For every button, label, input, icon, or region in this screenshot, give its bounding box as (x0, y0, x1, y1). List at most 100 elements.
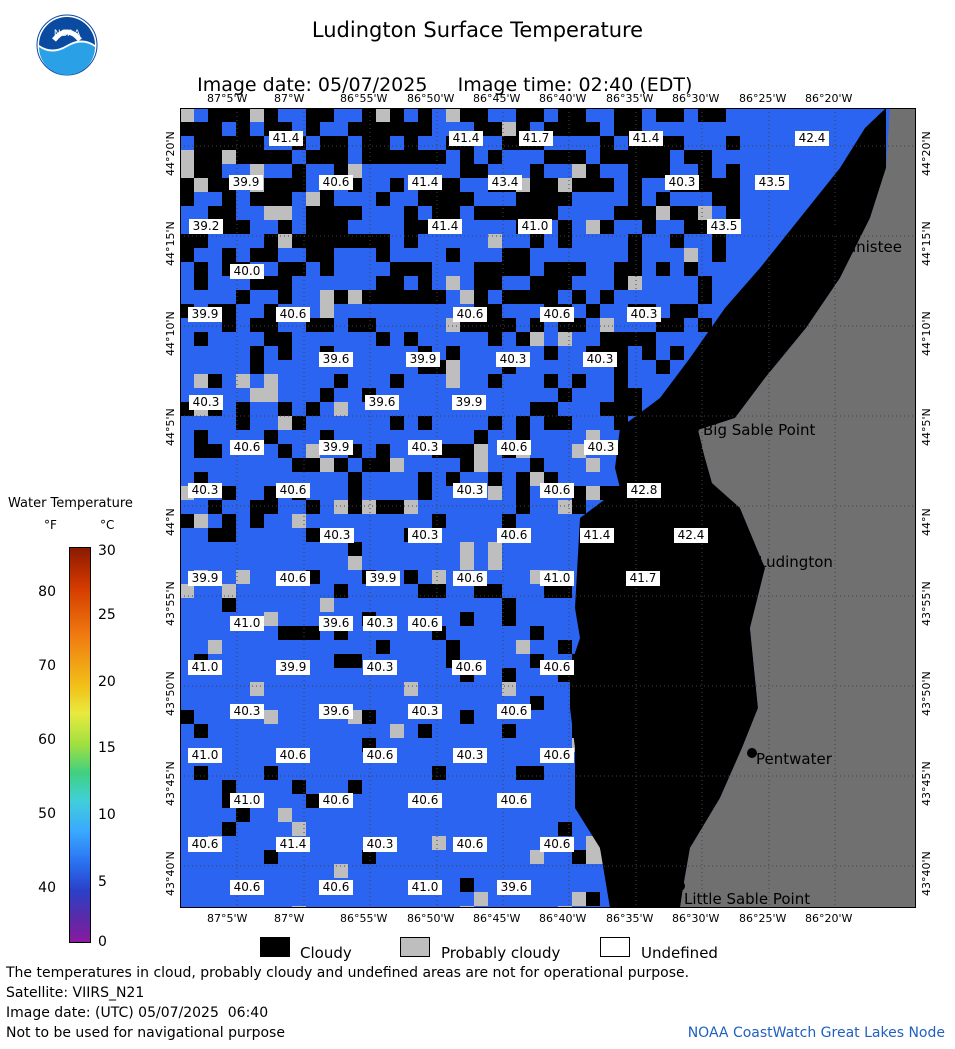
cloud-cell (264, 150, 278, 164)
probably-cloud-cell (530, 850, 544, 864)
cloud-cell (656, 360, 670, 374)
cloud-cell (306, 220, 320, 234)
cloud-cell (530, 766, 544, 780)
cloud-cell (628, 150, 642, 164)
longitude-label-bottom: 86°55'W (340, 912, 388, 925)
disclaimer-text: The temperatures in cloud, probably clou… (6, 965, 690, 981)
cloud-cell (502, 206, 516, 220)
probably-cloud-cell (572, 164, 586, 178)
probably-cloud-cell (600, 318, 614, 332)
temperature-value: 40.6 (280, 571, 307, 585)
cloud-cell (614, 388, 628, 402)
temperature-label: 39.9 (276, 660, 310, 675)
cloud-cell (558, 584, 572, 598)
cloud-cell (264, 318, 278, 332)
cloud-cell (306, 402, 320, 416)
cloud-cell (250, 514, 264, 528)
cloud-cell (684, 220, 698, 234)
cloud-cell (334, 150, 348, 164)
cloud-cell (362, 136, 376, 150)
cloud-cell (376, 640, 390, 654)
cloud-cell (530, 206, 544, 220)
cloud-cell (488, 318, 502, 332)
cloud-cell (726, 164, 740, 178)
cloud-cell (614, 332, 628, 346)
probably-cloud-cell (390, 458, 404, 472)
place-marker-dot (675, 881, 685, 891)
cloud-cell (376, 150, 390, 164)
cloud-cell (278, 290, 292, 304)
probably-cloud-cell (446, 360, 460, 374)
cloud-cell (572, 262, 586, 276)
cloud-cell (530, 108, 544, 122)
probably-cloud-cell (404, 682, 418, 696)
probably-cloud-cell (586, 850, 600, 864)
temperature-value: 40.3 (457, 483, 484, 497)
key-cloudy-label: Cloudy (300, 944, 352, 962)
temperature-label: 40.6 (319, 175, 353, 190)
cloud-cell (292, 780, 306, 794)
cloud-cell (348, 234, 362, 248)
cloud-cell (712, 234, 726, 248)
probably-cloud-cell (264, 374, 278, 388)
probably-cloud-cell (488, 556, 502, 570)
temperature-label: 40.3 (453, 483, 487, 498)
cloud-cell (264, 304, 278, 318)
temperature-label: 40.6 (408, 616, 442, 631)
cloud-cell (292, 234, 306, 248)
cloud-cell (446, 248, 460, 262)
fahrenheit-tick-label: 40 (38, 880, 56, 896)
longitude-label-top: 86°25'W (739, 92, 787, 105)
surface-temperature-map: 41.4 41.4 41.7 41.4 42.4 39.9 40.6 41.4 43.4 40.3… (180, 108, 916, 908)
cloud-cell (376, 192, 390, 206)
temperature-value: 42.8 (631, 483, 658, 497)
temperature-value: 39.6 (323, 352, 350, 366)
probably-cloud-cell (250, 164, 264, 178)
temperature-label: 39.6 (319, 352, 353, 367)
cloud-cell (418, 122, 432, 136)
temperature-labels: 41.4 41.4 41.7 41.4 42.4 39.9 40.6 41.4 43.4 40.3… (188, 131, 829, 895)
temperature-label: 40.3 (363, 660, 397, 675)
cloud-cell (726, 192, 740, 206)
cloud-cell (558, 388, 572, 402)
cloud-cell (726, 178, 740, 192)
probably-cloud-cell (194, 374, 208, 388)
cloud-cell (264, 234, 278, 248)
cloud-cell (530, 402, 544, 416)
celsius-tick-label: 10 (98, 807, 116, 823)
probably-cloud-cell (250, 108, 264, 122)
temperature-label: 39.9 (452, 395, 486, 410)
temperature-value: 40.6 (501, 528, 528, 542)
cloud-cell (488, 150, 502, 164)
temperature-value: 40.3 (367, 837, 394, 851)
probably-cloud-cell (250, 682, 264, 696)
cloud-cell (334, 220, 348, 234)
latitude-label-left: 43°40'N (164, 851, 177, 896)
cloud-cell (432, 584, 446, 598)
cloud-cell (334, 458, 348, 472)
cloud-cell (306, 248, 320, 262)
probably-cloud-cell (586, 486, 600, 500)
cloud-cell (376, 276, 390, 290)
temperature-value: 40.6 (544, 748, 571, 762)
cloud-cell (684, 150, 698, 164)
temperature-label: 39.9 (319, 440, 353, 455)
cloud-cell (278, 332, 292, 346)
temperature-label: 41.4 (449, 131, 483, 146)
probably-cloud-cell (362, 500, 376, 514)
cloud-cell (558, 122, 572, 136)
temperature-value: 40.6 (412, 793, 439, 807)
map-title: Ludington Surface Temperature (311, 18, 644, 42)
temperature-value: 40.6 (501, 704, 528, 718)
cloud-cell (180, 710, 194, 724)
cloud-cell (656, 262, 670, 276)
probably-cloud-cell (432, 836, 446, 850)
temperature-value: 40.6 (457, 307, 484, 321)
fahrenheit-tick-label: 50 (38, 806, 56, 822)
temperature-value: 39.6 (323, 704, 350, 718)
temperature-label: 40.3 (189, 395, 223, 410)
temperature-value: 41.0 (192, 748, 219, 762)
cloud-cell (670, 304, 684, 318)
temperature-value: 40.6 (323, 175, 350, 189)
cloud-cell (334, 206, 348, 220)
